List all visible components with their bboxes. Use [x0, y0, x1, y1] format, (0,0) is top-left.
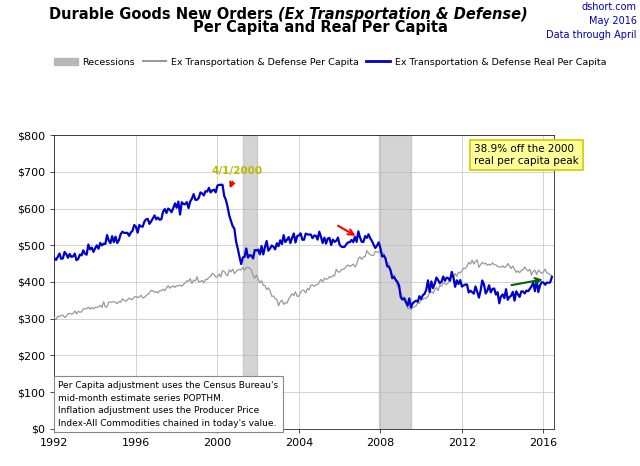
Text: (Ex Transportation & Defense): (Ex Transportation & Defense) — [278, 7, 528, 22]
Text: Per Capita and Real Per Capita: Per Capita and Real Per Capita — [193, 20, 447, 34]
Text: Durable Goods New Orders: Durable Goods New Orders — [49, 7, 278, 22]
Text: 4/1/2000: 4/1/2000 — [211, 166, 262, 186]
Text: Per Capita adjustment uses the Census Bureau's
mid-month estimate series POPTHM.: Per Capita adjustment uses the Census Bu… — [58, 381, 278, 427]
Text: 38.9% off the 2000
real per capita peak: 38.9% off the 2000 real per capita peak — [474, 144, 579, 166]
Legend: Recessions, Ex Transportation & Defense Per Capita, Ex Transportation & Defense : Recessions, Ex Transportation & Defense … — [54, 58, 606, 67]
Bar — [379, 135, 411, 429]
Text: dshort.com
May 2016
Data through April: dshort.com May 2016 Data through April — [547, 2, 637, 41]
Bar — [243, 135, 257, 429]
